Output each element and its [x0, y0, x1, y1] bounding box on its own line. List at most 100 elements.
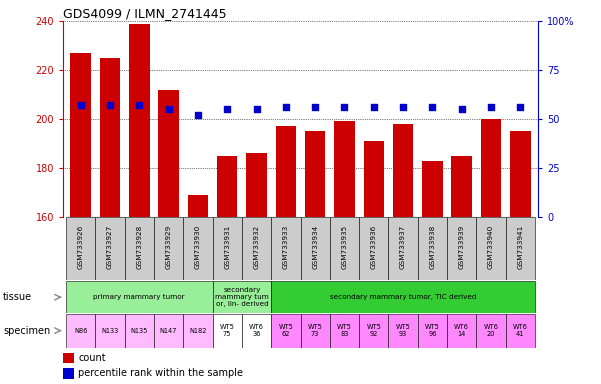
Bar [96, 217, 124, 280]
Text: secondary mammary tumor, TIC derived: secondary mammary tumor, TIC derived [330, 294, 477, 300]
Bar [96, 314, 124, 348]
Bar [63, 353, 73, 364]
Text: N182: N182 [189, 328, 207, 334]
Text: GSM733938: GSM733938 [429, 225, 435, 270]
Text: WT6
41: WT6 41 [513, 324, 528, 337]
Bar [359, 314, 388, 348]
Text: count: count [78, 353, 106, 363]
Bar [330, 217, 359, 280]
Bar [505, 314, 535, 348]
Bar [451, 156, 472, 217]
Text: GSM733940: GSM733940 [488, 225, 494, 270]
Text: tissue: tissue [3, 292, 32, 302]
Bar [271, 217, 300, 280]
Bar [359, 217, 388, 280]
Text: WT5
62: WT5 62 [278, 324, 293, 337]
Bar [154, 217, 183, 280]
Bar [505, 217, 535, 280]
Point [486, 104, 496, 110]
Bar [158, 90, 179, 217]
Bar [300, 314, 330, 348]
Text: primary mammary tumor: primary mammary tumor [94, 294, 185, 300]
Bar [388, 314, 418, 348]
Text: GSM733932: GSM733932 [254, 225, 260, 270]
Text: GSM733927: GSM733927 [107, 225, 113, 270]
Bar [271, 281, 535, 313]
Bar [63, 368, 73, 379]
Bar [393, 124, 413, 217]
Text: GSM733935: GSM733935 [341, 225, 347, 270]
Text: percentile rank within the sample: percentile rank within the sample [78, 368, 243, 378]
Text: WT6
36: WT6 36 [249, 324, 264, 337]
Bar [510, 131, 531, 217]
Text: WT6
20: WT6 20 [484, 324, 498, 337]
Text: GSM733933: GSM733933 [283, 225, 289, 270]
Bar [422, 161, 443, 217]
Bar [188, 195, 208, 217]
Point [76, 102, 85, 108]
Point [340, 104, 349, 110]
Bar [242, 217, 271, 280]
Text: N135: N135 [130, 328, 148, 334]
Text: WT5
73: WT5 73 [308, 324, 323, 337]
Bar [66, 217, 96, 280]
Bar [447, 314, 477, 348]
Text: WT5
92: WT5 92 [367, 324, 381, 337]
Point [105, 102, 115, 108]
Text: GSM733937: GSM733937 [400, 225, 406, 270]
Bar [124, 314, 154, 348]
Text: GDS4099 / ILMN_2741445: GDS4099 / ILMN_2741445 [63, 7, 227, 20]
Point [252, 106, 261, 113]
Text: WT5
96: WT5 96 [425, 324, 440, 337]
Text: GSM733929: GSM733929 [166, 225, 172, 270]
Bar [330, 314, 359, 348]
Point [398, 104, 408, 110]
Point [516, 104, 525, 110]
Bar [477, 314, 505, 348]
Text: WT5
75: WT5 75 [220, 324, 234, 337]
Bar [217, 156, 237, 217]
Text: N147: N147 [160, 328, 177, 334]
Point [457, 106, 466, 113]
Bar [213, 281, 271, 313]
Text: GSM733936: GSM733936 [371, 225, 377, 270]
Bar [100, 58, 120, 217]
Bar [481, 119, 501, 217]
Point [369, 104, 379, 110]
Bar [305, 131, 325, 217]
Text: GSM733931: GSM733931 [224, 225, 230, 270]
Text: WT5
93: WT5 93 [395, 324, 410, 337]
Bar [242, 314, 271, 348]
Bar [271, 314, 300, 348]
Text: N133: N133 [102, 328, 118, 334]
Bar [418, 314, 447, 348]
Bar [447, 217, 477, 280]
Bar [66, 314, 96, 348]
Point [193, 112, 203, 118]
Text: N86: N86 [74, 328, 87, 334]
Bar [300, 217, 330, 280]
Point [135, 102, 144, 108]
Point [281, 104, 291, 110]
Point [310, 104, 320, 110]
Text: GSM733926: GSM733926 [78, 225, 84, 270]
Text: GSM733941: GSM733941 [517, 225, 523, 270]
Text: GSM733928: GSM733928 [136, 225, 142, 270]
Bar [124, 217, 154, 280]
Text: WT6
14: WT6 14 [454, 324, 469, 337]
Point [222, 106, 232, 113]
Bar [246, 153, 267, 217]
Bar [418, 217, 447, 280]
Bar [334, 121, 355, 217]
Bar [66, 281, 213, 313]
Point [427, 104, 437, 110]
Text: WT5
83: WT5 83 [337, 324, 352, 337]
Bar [154, 314, 183, 348]
Bar [213, 314, 242, 348]
Bar [477, 217, 505, 280]
Bar [276, 126, 296, 217]
Text: specimen: specimen [3, 326, 50, 336]
Bar [70, 53, 91, 217]
Text: GSM733934: GSM733934 [312, 225, 318, 270]
Bar [183, 314, 213, 348]
